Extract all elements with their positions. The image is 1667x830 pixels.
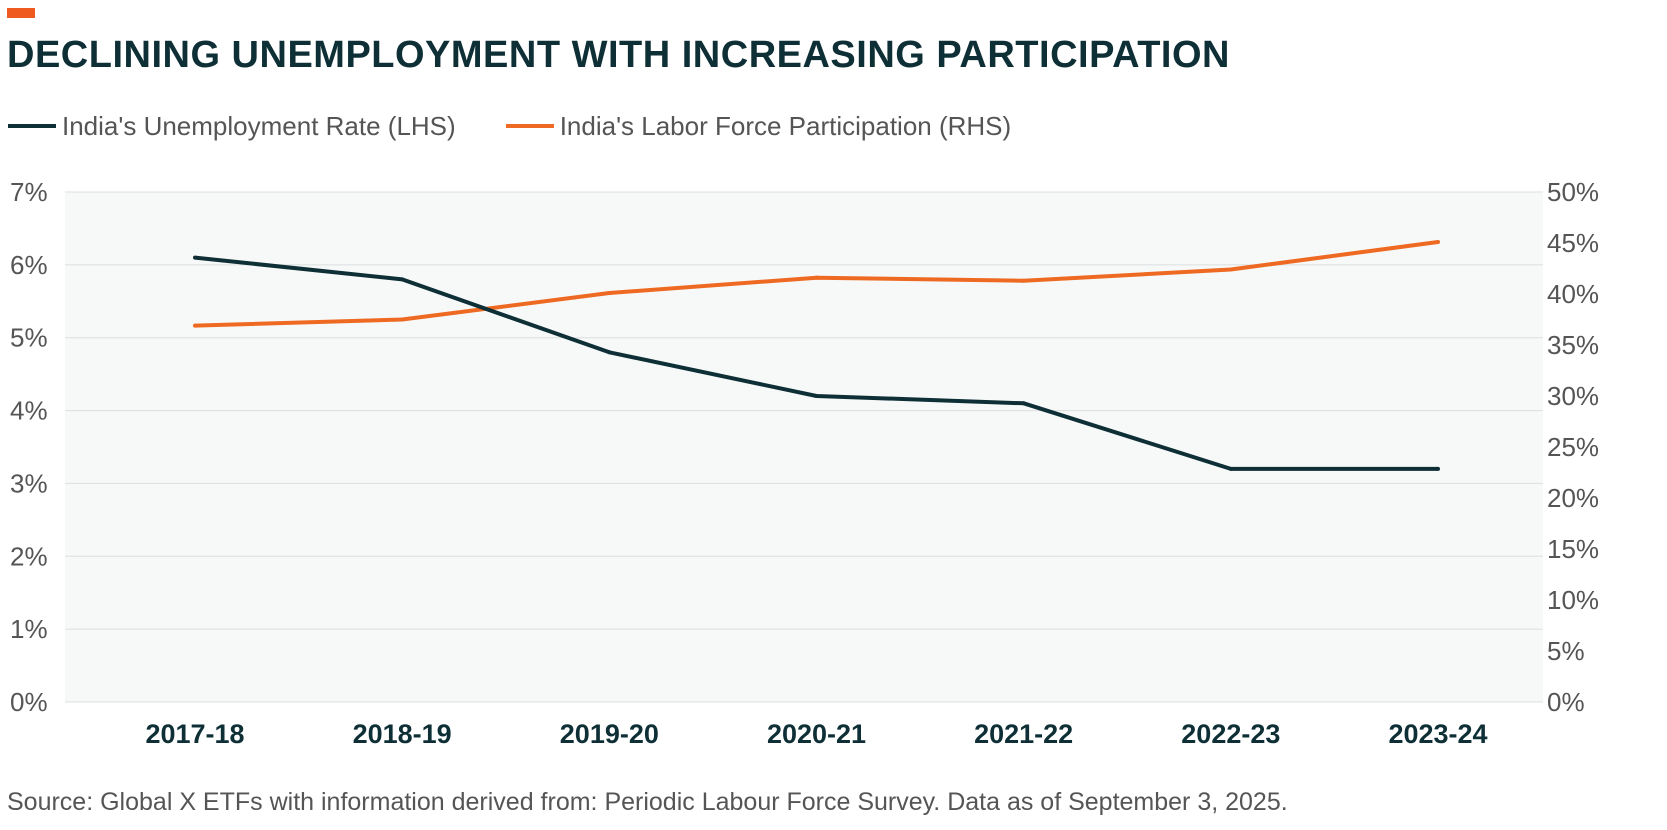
y-left-tick-label: 6% (10, 250, 48, 280)
data-point-participation (1436, 239, 1440, 244)
y-right-tick-label: 25% (1547, 432, 1599, 462)
x-tick-label: 2022-23 (1181, 719, 1280, 749)
x-tick-label: 2017-18 (145, 719, 244, 749)
legend: India's Unemployment Rate (LHS) India's … (8, 108, 1061, 144)
x-tick-label: 2023-24 (1388, 719, 1487, 749)
y-left-tick-label: 3% (10, 468, 48, 498)
data-point-participation (814, 275, 819, 280)
x-tick-label: 2020-21 (767, 719, 866, 749)
y-left-tick-label: 0% (10, 687, 48, 717)
line-chart: 0% 1% 2% 3% 4% 5% 6% 7% 0% 5% 10% 15% 20% 25% 30% 35% 40… (10, 177, 1599, 749)
data-point-unemployment (607, 350, 612, 355)
y-left-tick-label: 5% (10, 323, 48, 353)
x-tick-label: 2018-19 (353, 719, 452, 749)
legend-label-participation: India's Labor Force Participation (RHS) (559, 110, 1012, 141)
y-right-tick-label: 45% (1547, 228, 1599, 258)
y-left-tick-label: 4% (10, 396, 48, 426)
data-point-unemployment (1228, 466, 1233, 471)
y-left-tick-label: 7% (10, 177, 48, 207)
y-right-tick-label: 20% (1547, 483, 1599, 513)
data-point-unemployment (814, 394, 819, 398)
data-point-unemployment (1021, 401, 1026, 406)
legend-item-participation: India's Labor Force Participation (RHS) (505, 110, 1012, 142)
x-tick-label: 2021-22 (974, 719, 1073, 749)
y-right-tick-label: 50% (1547, 177, 1599, 207)
data-point-unemployment (400, 277, 405, 282)
y-right-tick-label: 40% (1547, 279, 1599, 309)
data-point-unemployment (1436, 466, 1440, 471)
data-point-participation (1021, 278, 1026, 283)
accent-bar (7, 8, 35, 18)
data-point-participation (400, 317, 405, 322)
y-right-tick-label: 10% (1547, 585, 1599, 615)
y-right-tick-label: 5% (1547, 636, 1585, 666)
data-point-unemployment (193, 255, 197, 260)
y-right-tick-label: 30% (1547, 381, 1599, 411)
y-right-tick-label: 35% (1547, 330, 1599, 360)
legend-item-unemployment: India's Unemployment Rate (LHS) (8, 111, 456, 142)
y-right-tick-label: 0% (1547, 687, 1585, 717)
data-point-participation (607, 290, 612, 295)
data-point-participation (1228, 267, 1233, 272)
data-point-participation (193, 323, 197, 328)
source-note: Source: Global X ETFs with information d… (7, 788, 1288, 816)
legend-swatch-unemployment (8, 124, 56, 128)
chart-title: DECLINING UNEMPLOYMENT WITH INCREASING P… (7, 34, 1230, 76)
legend-swatch-participation (505, 124, 554, 128)
legend-label-unemployment: India's Unemployment Rate (LHS) (62, 110, 456, 141)
y-right-tick-label: 15% (1547, 534, 1599, 564)
y-left-tick-label: 2% (10, 541, 48, 571)
x-tick-label: 2019-20 (560, 719, 659, 749)
y-left-tick-label: 1% (10, 614, 48, 644)
